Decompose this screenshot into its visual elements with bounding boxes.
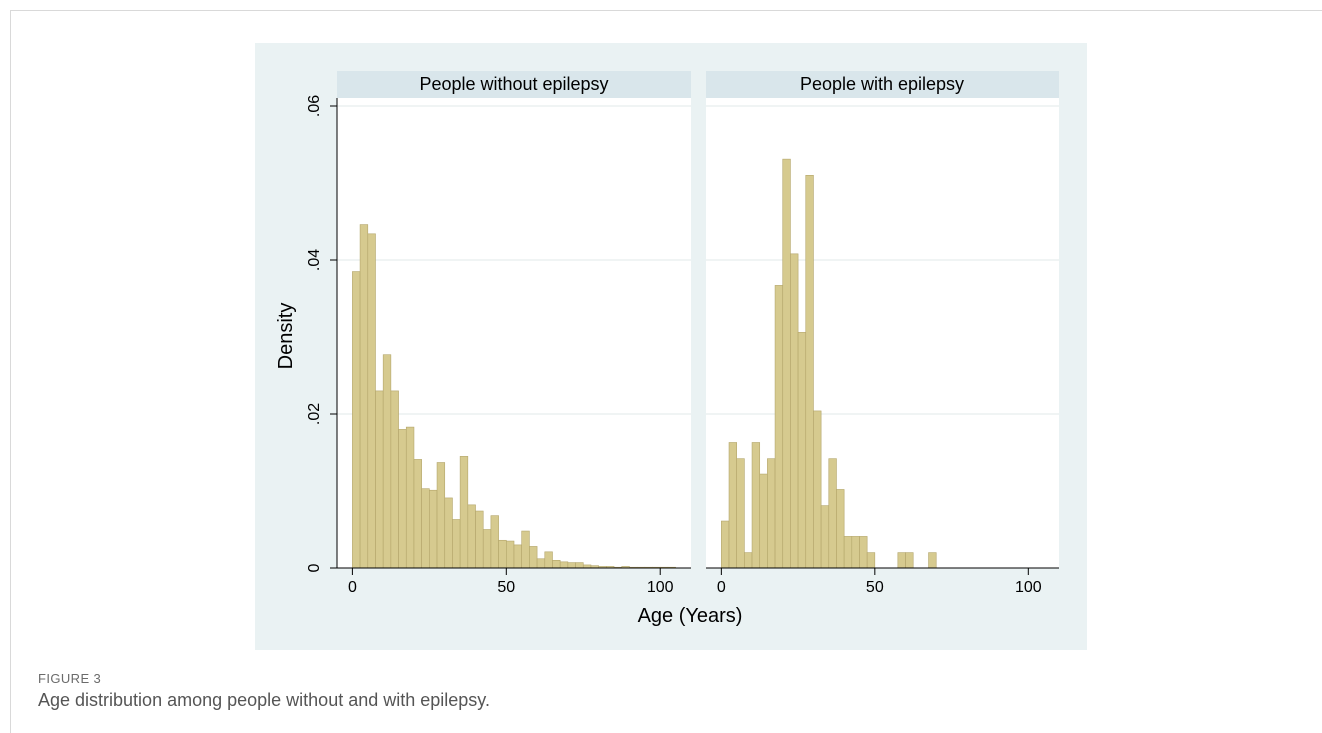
histogram-bar <box>744 552 753 569</box>
histogram-bar <box>459 456 469 569</box>
histogram-bar <box>759 473 768 569</box>
y-axis: 0 .02 .04 .06 <box>306 95 338 572</box>
x-tick-label: 100 <box>647 579 674 596</box>
histogram-bar <box>797 332 807 569</box>
panel-strip <box>706 71 1059 98</box>
histogram-bar <box>552 559 561 569</box>
histogram-bar <box>536 558 546 569</box>
panel-with-epilepsy: People with epilepsy 0 50 100 <box>706 71 1059 596</box>
panel-strip <box>337 71 691 98</box>
histogram-bar <box>529 546 538 569</box>
histogram-bar <box>444 497 453 569</box>
histogram-bar <box>367 233 376 569</box>
histogram-bar <box>721 520 730 569</box>
histogram-bar <box>751 442 761 569</box>
histogram-bar <box>782 158 791 569</box>
histogram-bar <box>836 489 845 569</box>
x-tick-label: 100 <box>1015 579 1042 596</box>
histogram-bar <box>413 459 422 569</box>
histogram-bar <box>851 536 860 569</box>
histogram-bar <box>513 544 522 569</box>
histogram-bar <box>728 442 737 569</box>
histogram-bar <box>567 562 576 569</box>
histogram-bar <box>405 426 415 569</box>
x-axis: 0 50 100 <box>706 567 1059 596</box>
panel-without-epilepsy: People without epilepsy 0 50 100 0 .02 .04 .0… <box>306 71 691 596</box>
histogram-bar <box>490 515 499 569</box>
histogram-bar <box>774 285 784 569</box>
figure-label: FIGURE 3 <box>38 671 102 686</box>
panel-title: People with epilepsy <box>800 74 964 94</box>
histogram-bar <box>452 519 461 569</box>
y-tick-label: .04 <box>306 249 323 271</box>
y-tick-label: 0 <box>306 563 323 572</box>
gridlines <box>706 105 1059 415</box>
histogram-bar <box>421 488 430 569</box>
histogram-bar <box>521 530 530 569</box>
histogram-bar <box>352 271 361 569</box>
x-tick-label: 0 <box>717 579 726 596</box>
histogram-bar <box>805 175 814 569</box>
histogram-bar <box>429 489 438 569</box>
histogram-bar <box>905 552 914 569</box>
y-axis-label: Density <box>275 303 297 370</box>
histogram-bar <box>928 552 937 569</box>
histogram-bar <box>575 562 584 569</box>
histogram-bar <box>467 504 476 569</box>
histogram-bar <box>482 529 492 569</box>
histogram-bar <box>375 390 384 569</box>
histogram-bar <box>436 462 446 569</box>
histogram-bar <box>790 253 799 569</box>
histogram-bar <box>359 224 369 569</box>
x-axis-label: Age (Years) <box>638 605 743 627</box>
histogram-bar <box>813 410 822 569</box>
figure-caption: Age distribution among people without an… <box>38 690 490 710</box>
x-tick-label: 50 <box>497 579 515 596</box>
histogram-bar <box>897 552 906 569</box>
histogram-bar <box>475 510 484 569</box>
x-tick-label: 50 <box>866 579 884 596</box>
histogram-bar <box>866 552 876 569</box>
histogram-bar <box>559 561 569 569</box>
x-tick-label: 0 <box>348 579 357 596</box>
histogram-bar <box>544 551 553 569</box>
panel-title: People without epilepsy <box>419 74 608 94</box>
histogram-bar <box>390 390 399 569</box>
histogram-bar <box>498 539 507 569</box>
histogram-bar <box>398 429 407 569</box>
figure-frame-left <box>10 10 11 733</box>
histogram-bar <box>843 536 853 569</box>
histogram-bar <box>767 458 776 569</box>
histogram-bar <box>820 505 830 569</box>
histogram-bar <box>828 458 837 569</box>
y-tick-label: .06 <box>306 95 323 117</box>
histogram-bars <box>352 224 676 569</box>
histogram-bar <box>382 354 392 569</box>
y-tick-label: .02 <box>306 403 323 425</box>
x-axis: 0 50 100 <box>337 567 691 596</box>
histogram-bar <box>859 536 868 569</box>
figure-frame-top <box>10 10 1322 11</box>
histogram-bar <box>506 540 515 569</box>
histogram-bar <box>736 458 745 569</box>
